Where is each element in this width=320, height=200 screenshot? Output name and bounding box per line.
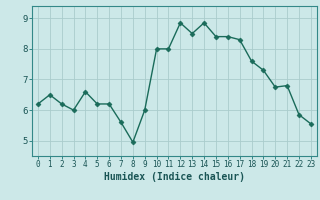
X-axis label: Humidex (Indice chaleur): Humidex (Indice chaleur) bbox=[104, 172, 245, 182]
